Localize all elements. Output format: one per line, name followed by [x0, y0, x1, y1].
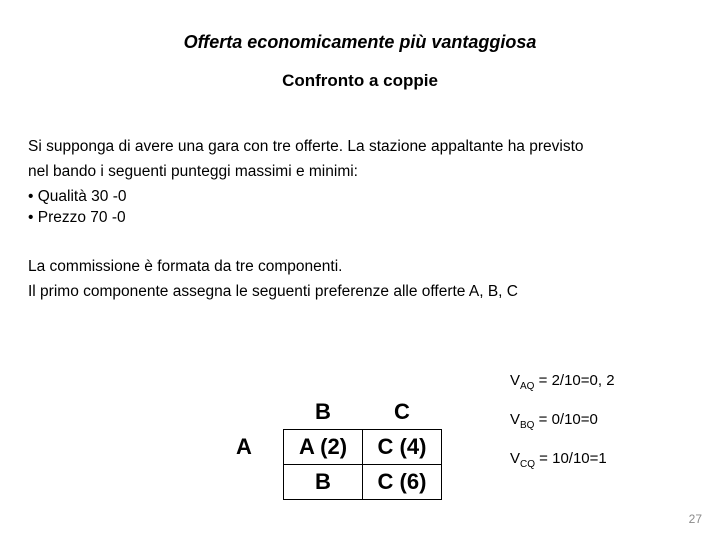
paragraph-line: La commissione è formata da tre componen… — [28, 257, 692, 278]
formula-sub: BQ — [520, 420, 534, 431]
formula-var: V — [510, 450, 520, 467]
table-cell: C (6) — [363, 465, 442, 500]
paragraph-line: Il primo componente assegna le seguenti … — [28, 282, 692, 303]
bullet-list: • Qualità 30 -0 • Prezzo 70 -0 — [28, 187, 692, 229]
formula-var: V — [510, 411, 520, 428]
preference-table: B C A A (2) C (4) B C (6) — [205, 395, 442, 500]
formula-block: VAQ = 2/10=0, 2 VBQ = 0/10=0 VCQ = 10/10… — [510, 372, 615, 489]
table-col-header: B — [284, 395, 363, 430]
table-col-header: C — [363, 395, 442, 430]
formula-rest: = 10/10=1 — [535, 450, 607, 467]
table-row-header-inner: B — [284, 465, 363, 500]
formula: VCQ = 10/10=1 — [510, 450, 615, 471]
bullet-item: • Qualità 30 -0 — [28, 187, 692, 208]
formula-var: V — [510, 372, 520, 389]
table-cell: C (4) — [363, 430, 442, 465]
table-cell: A (2) — [284, 430, 363, 465]
table-row-header — [205, 465, 284, 500]
paragraph-line: Si supponga di avere una gara con tre of… — [28, 137, 692, 158]
page-number: 27 — [689, 512, 702, 526]
slide-subtitle: Confronto a coppie — [28, 71, 692, 91]
bullet-item: • Prezzo 70 -0 — [28, 208, 692, 229]
formula-sub: CQ — [520, 459, 535, 470]
slide-title: Offerta economicamente più vantaggiosa — [28, 32, 692, 53]
formula: VBQ = 0/10=0 — [510, 411, 615, 432]
slide: Offerta economicamente più vantaggiosa C… — [0, 0, 720, 540]
table-row-header: A — [205, 430, 284, 465]
paragraph-line: nel bando i seguenti punteggi massimi e … — [28, 162, 692, 183]
formula: VAQ = 2/10=0, 2 — [510, 372, 615, 393]
formula-sub: AQ — [520, 381, 534, 392]
formula-rest: = 2/10=0, 2 — [534, 372, 614, 389]
formula-rest: = 0/10=0 — [534, 411, 597, 428]
table-corner — [205, 395, 284, 430]
